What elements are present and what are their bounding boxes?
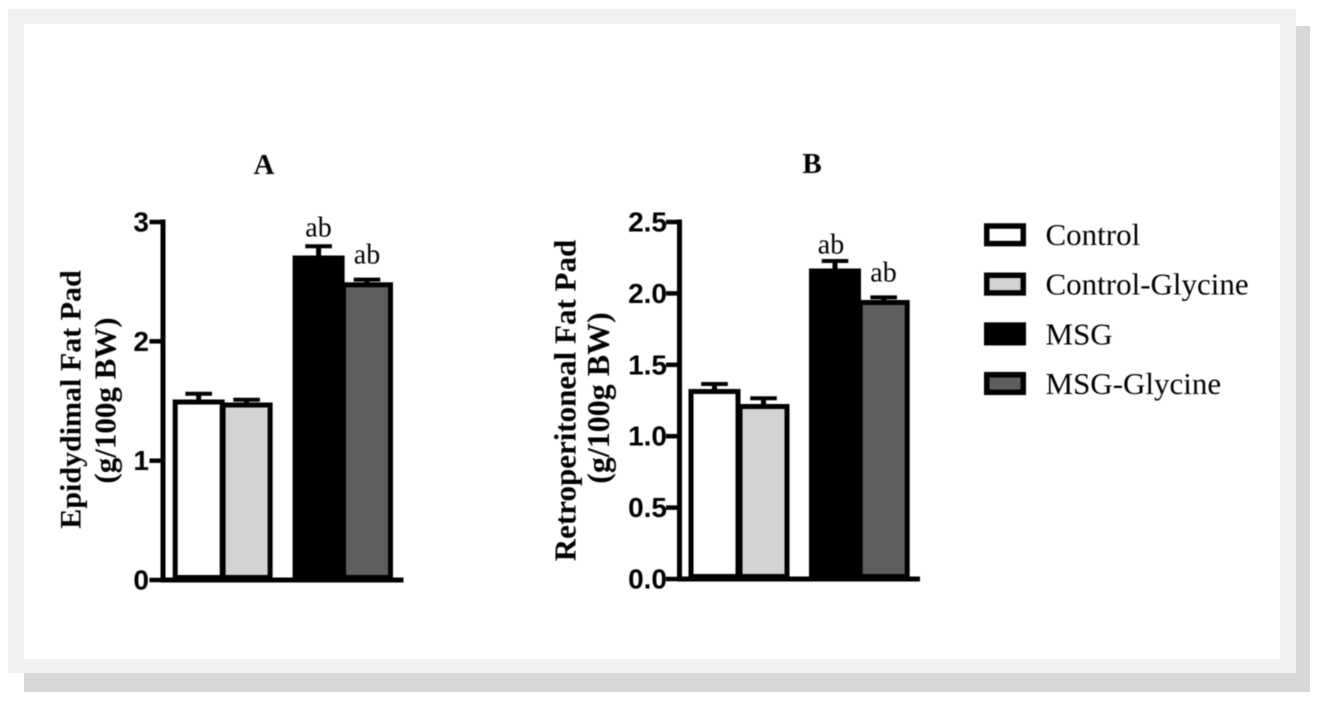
svg-text:B: B <box>802 148 821 180</box>
svg-text:MSG: MSG <box>1046 316 1113 351</box>
svg-text:1.0: 1.0 <box>628 421 667 452</box>
svg-text:A: A <box>254 149 275 181</box>
svg-text:0.5: 0.5 <box>628 492 667 523</box>
svg-text:0: 0 <box>133 565 149 596</box>
svg-text:0.0: 0.0 <box>628 564 667 595</box>
svg-text:2: 2 <box>133 326 149 357</box>
svg-text:ab: ab <box>818 230 844 261</box>
svg-text:2.0: 2.0 <box>628 278 667 309</box>
svg-text:1.5: 1.5 <box>628 349 667 380</box>
svg-text:MSG-Glycine: MSG-Glycine <box>1046 366 1222 401</box>
svg-text:ab: ab <box>305 213 331 244</box>
svg-text:ab: ab <box>870 258 896 289</box>
svg-text:Retroperitoneal Fat Pad: Retroperitoneal Fat Pad <box>548 240 583 561</box>
svg-text:2.5: 2.5 <box>628 207 667 238</box>
svg-text:Epidydimal Fat Pad: Epidydimal Fat Pad <box>55 270 88 529</box>
svg-text:Control: Control <box>1046 217 1141 252</box>
svg-text:Control-Glycine: Control-Glycine <box>1046 267 1249 302</box>
svg-text:3: 3 <box>133 207 149 238</box>
svg-text:ab: ab <box>354 240 380 271</box>
svg-text:(g/100g BW): (g/100g BW) <box>88 317 123 483</box>
svg-text:1: 1 <box>133 445 149 476</box>
svg-text:(g/100g BW): (g/100g BW) <box>580 312 616 484</box>
